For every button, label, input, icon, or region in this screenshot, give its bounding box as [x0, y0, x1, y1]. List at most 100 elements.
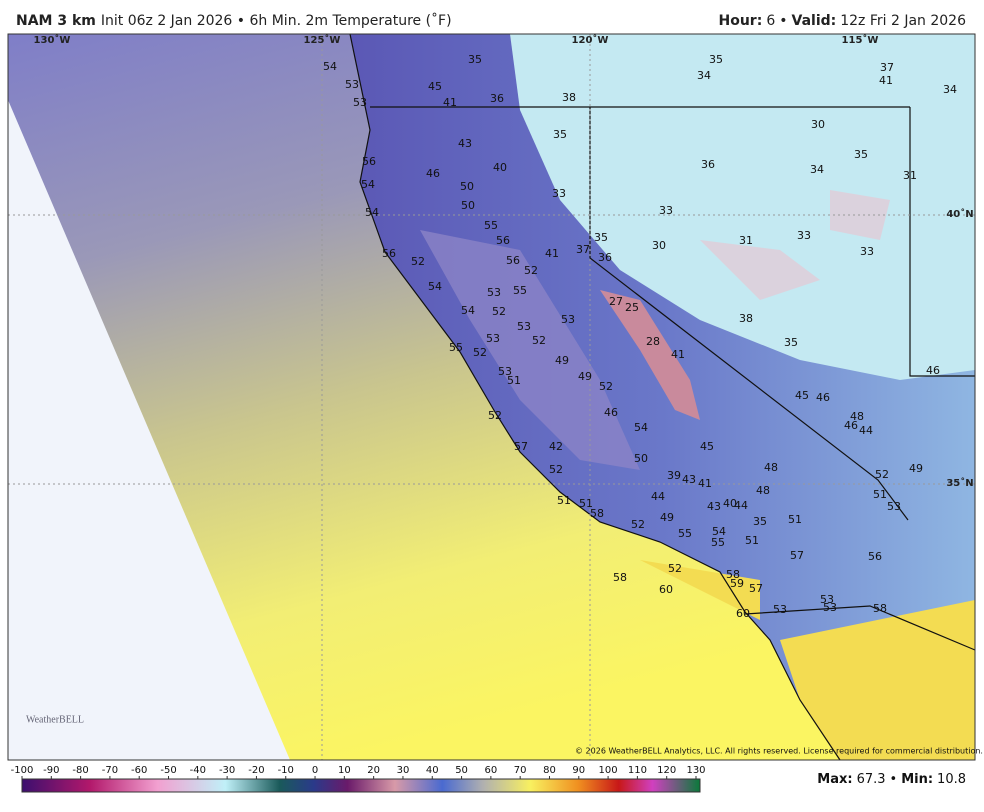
station-value: 41 — [879, 74, 893, 87]
station-value: 55 — [711, 536, 725, 549]
station-value: 55 — [484, 219, 498, 232]
colorbar-tick-label: -50 — [160, 765, 176, 776]
station-value: 53 — [773, 603, 787, 616]
station-value: 56 — [382, 247, 396, 260]
station-value: 57 — [749, 582, 763, 595]
footer: Max: 67.3 • Min: 10.8 — [817, 772, 966, 787]
colorbar-tick-label: -20 — [248, 765, 264, 776]
station-value: 34 — [943, 83, 957, 96]
cold-sierra — [600, 290, 700, 420]
lon-label: 120˚W — [572, 34, 609, 46]
station-value: 35 — [784, 336, 798, 349]
colorbar-tick-label: 40 — [426, 765, 439, 776]
station-value: 25 — [625, 301, 639, 314]
colorbar-tick-label: -40 — [190, 765, 206, 776]
station-value: 33 — [797, 229, 811, 242]
station-value: 34 — [697, 69, 711, 82]
colorbar-tick-label: 130 — [686, 765, 705, 776]
colorbar-tick-label: 10 — [338, 765, 351, 776]
station-value: 45 — [428, 80, 442, 93]
lon-label: 125˚W — [304, 34, 341, 46]
station-value: 53 — [345, 78, 359, 91]
station-value: 52 — [411, 255, 425, 268]
station-value: 56 — [496, 234, 510, 247]
station-value: 45 — [700, 440, 714, 453]
station-value: 46 — [844, 419, 858, 432]
colorbar-tick-label: 0 — [312, 765, 318, 776]
colorbar-tick-label: -30 — [219, 765, 235, 776]
station-value: 35 — [594, 231, 608, 244]
separator: • — [779, 13, 787, 29]
station-value: 59 — [730, 577, 744, 590]
station-value: 54 — [461, 304, 475, 317]
station-value: 49 — [909, 462, 923, 475]
station-value: 55 — [678, 527, 692, 540]
station-value: 48 — [764, 461, 778, 474]
station-value: 35 — [553, 128, 567, 141]
station-value: 50 — [634, 452, 648, 465]
header-right: Hour: 6 • Valid: 12z Fri 2 Jan 2026 — [719, 13, 967, 29]
station-value: 40 — [493, 161, 507, 174]
station-value: 35 — [854, 148, 868, 161]
station-value: 51 — [745, 534, 759, 547]
station-value: 52 — [549, 463, 563, 476]
station-value: 53 — [561, 313, 575, 326]
colorbar-tick-label: -60 — [131, 765, 147, 776]
station-value: 42 — [549, 440, 563, 453]
station-value: 57 — [514, 440, 528, 453]
station-value: 54 — [365, 206, 379, 219]
colorbar-tick-label: 110 — [628, 765, 647, 776]
station-value: 54 — [323, 60, 337, 73]
station-value: 56 — [506, 254, 520, 267]
model: NAM 3 km — [16, 13, 96, 29]
lat-label: 35˚N — [946, 477, 973, 489]
station-value: 52 — [668, 562, 682, 575]
map — [7, 33, 976, 761]
station-value: 33 — [552, 187, 566, 200]
station-value: 58 — [590, 507, 604, 520]
station-value: 54 — [428, 280, 442, 293]
station-value: 55 — [449, 341, 463, 354]
colorbar-tick-label: 100 — [599, 765, 618, 776]
station-value: 58 — [726, 568, 740, 581]
station-value: 36 — [701, 158, 715, 171]
station-value: 58 — [873, 602, 887, 615]
station-value: 41 — [698, 477, 712, 490]
lat-label: 40˚N — [946, 208, 973, 220]
station-value: 36 — [598, 251, 612, 264]
station-value: 35 — [709, 53, 723, 66]
station-value: 52 — [599, 380, 613, 393]
station-value: 56 — [362, 155, 376, 168]
station-value: 54 — [712, 525, 726, 538]
colorbar-tick-label: 120 — [657, 765, 676, 776]
cold-basins — [700, 190, 890, 300]
station-value: 51 — [557, 494, 571, 507]
station-value: 50 — [461, 199, 475, 212]
borders — [349, 33, 976, 761]
station-value: 60 — [659, 583, 673, 596]
no-data-area — [8, 100, 290, 760]
map-frame — [7, 33, 976, 761]
station-value: 27 — [609, 295, 623, 308]
station-value: 56 — [868, 550, 882, 563]
colorbar-tick-label: 30 — [397, 765, 410, 776]
station-value: 43 — [458, 137, 472, 150]
station-value: 46 — [604, 406, 618, 419]
station-value: 53 — [498, 365, 512, 378]
station-value: 31 — [903, 169, 917, 182]
station-value: 53 — [823, 601, 837, 614]
colorbar-tick-label: 80 — [543, 765, 556, 776]
min: 10.8 — [937, 772, 966, 787]
station-value: 60 — [736, 607, 750, 620]
station-value: 52 — [492, 305, 506, 318]
station-value: 54 — [634, 421, 648, 434]
station-value: 43 — [682, 473, 696, 486]
station-value: 53 — [486, 332, 500, 345]
station-value: 37 — [880, 61, 894, 74]
station-value: 33 — [860, 245, 874, 258]
valid-label: Valid: — [792, 13, 837, 29]
station-value: 48 — [850, 410, 864, 423]
station-value: 41 — [443, 96, 457, 109]
lon-label: 130˚W — [34, 34, 71, 46]
